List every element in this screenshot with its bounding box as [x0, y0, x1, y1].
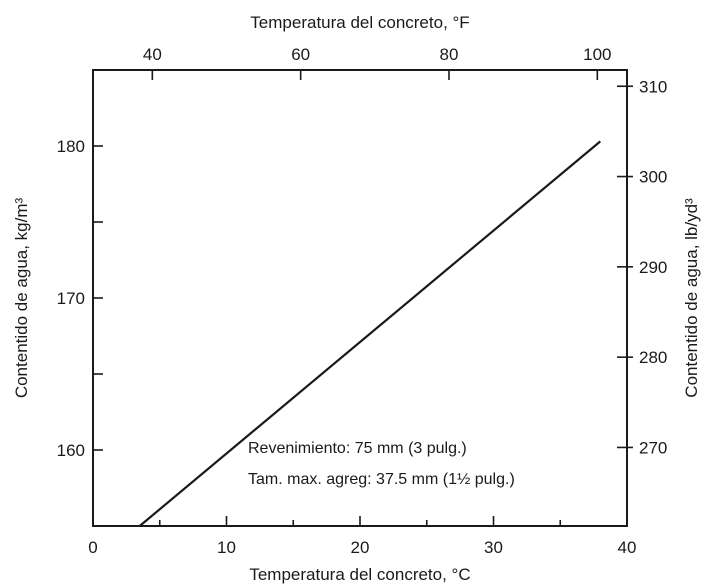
series-line — [138, 140, 602, 527]
y-tick-label: 170 — [57, 289, 85, 308]
y2-tick-label: 270 — [639, 438, 667, 457]
x-tick-label: 10 — [217, 538, 236, 557]
y-tick-label: 160 — [57, 441, 85, 460]
x-tick-label: 20 — [351, 538, 370, 557]
annotation-aggregate-size: Tam. max. agreg: 37.5 mm (1½ pulg.) — [248, 471, 515, 488]
x-tick-label: 0 — [88, 538, 97, 557]
plot-frame — [92, 69, 628, 527]
series-layer — [138, 140, 602, 527]
x2-tick-label: 60 — [291, 45, 310, 64]
y-tick-label: 180 — [57, 137, 85, 156]
annotation-slump: Revenimiento: 75 mm (3 pulg.) — [248, 440, 467, 457]
right-axis-title: Contentido de agua, lb/yd³ — [682, 198, 701, 398]
y2-tick-label: 290 — [639, 258, 667, 277]
x-tick-label: 30 — [484, 538, 503, 557]
x2-tick-label: 40 — [143, 45, 162, 64]
left-axis-title: Contentido de agua, kg/m³ — [12, 197, 31, 398]
ticks-layer: 0 10 20 30 40 40 60 80 100 160 170 180 270 280 290 300 3… — [57, 45, 668, 557]
y2-tick-label: 300 — [639, 168, 667, 187]
x2-tick-label: 80 — [440, 45, 459, 64]
y2-tick-label: 310 — [639, 77, 667, 96]
bottom-axis-title: Temperatura del concreto, °C — [249, 565, 470, 584]
y2-tick-label: 280 — [639, 348, 667, 367]
top-axis-title: Temperatura del concreto, °F — [250, 13, 469, 32]
x2-tick-label: 100 — [583, 45, 611, 64]
x-tick-label: 40 — [618, 538, 637, 557]
